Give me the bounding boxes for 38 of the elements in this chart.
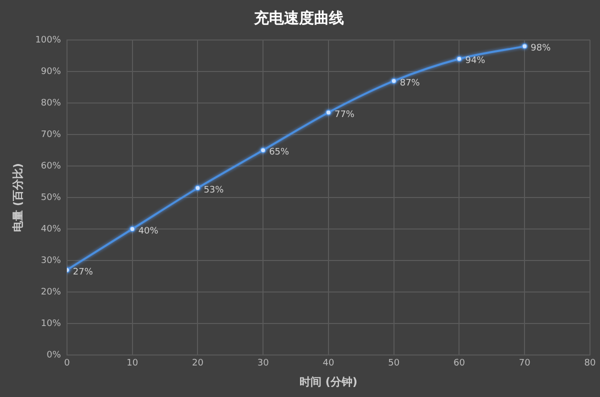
y-tick-label: 80% bbox=[40, 98, 62, 108]
x-tick-label: 80 bbox=[584, 358, 596, 369]
x-tick-label: 40 bbox=[322, 358, 334, 369]
data-label: 27% bbox=[72, 267, 94, 278]
y-tick-label: 50% bbox=[40, 192, 62, 203]
y-tick-label: 10% bbox=[40, 318, 62, 329]
data-label: 53% bbox=[204, 185, 224, 196]
x-tick-label: 0 bbox=[64, 358, 70, 369]
x-tick-label: 20 bbox=[192, 358, 204, 369]
y-tick-label: 20% bbox=[40, 287, 62, 298]
x-axis-title: 时间 (分钟) bbox=[300, 375, 358, 388]
x-tick-label: 70 bbox=[518, 358, 531, 369]
x-tick-label: 10 bbox=[126, 358, 138, 369]
point bbox=[390, 78, 397, 84]
y-tick-label: 90% bbox=[40, 66, 62, 77]
data-label: 98% bbox=[530, 44, 552, 54]
y-tick-label: 40% bbox=[40, 224, 62, 234]
y-tick-label: 0% bbox=[46, 350, 62, 360]
point bbox=[129, 226, 136, 232]
data-label: 65% bbox=[269, 148, 290, 158]
y-tick-label: 70% bbox=[40, 130, 62, 140]
data-label: 94% bbox=[465, 56, 486, 66]
point bbox=[456, 56, 462, 62]
x-tick-label: 50 bbox=[388, 358, 400, 369]
y-tick-label: 30% bbox=[40, 256, 62, 266]
x-tick-label: 30 bbox=[257, 358, 270, 369]
data-label: 77% bbox=[334, 110, 355, 120]
y-tick-label: 100% bbox=[35, 35, 62, 46]
data-label: 87% bbox=[400, 78, 420, 88]
data-label: 40% bbox=[138, 226, 159, 236]
point bbox=[522, 43, 528, 50]
point bbox=[260, 147, 266, 154]
point bbox=[325, 109, 332, 116]
x-tick-label: 60 bbox=[454, 358, 466, 369]
point bbox=[194, 185, 201, 192]
y-axis-title: 电量 (百分比) bbox=[11, 163, 24, 232]
y-tick-label: 60% bbox=[40, 161, 62, 172]
chart-title: 充电速度曲线 bbox=[253, 8, 344, 27]
